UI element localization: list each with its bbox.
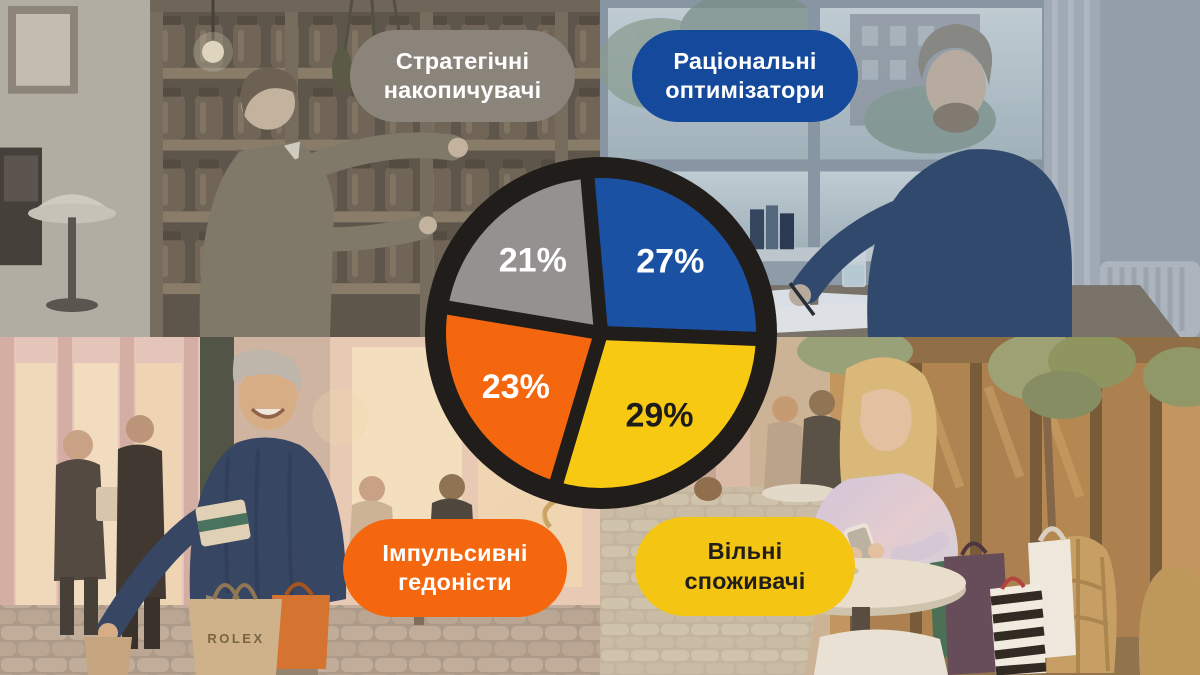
man-writing xyxy=(788,23,1072,337)
label-pill-impulsive-hedonists: Імпульсивні гедоністи xyxy=(343,519,567,617)
pie-slice-label: 21% xyxy=(499,241,567,279)
olive-trees xyxy=(797,337,1200,528)
pie-slice-3 xyxy=(434,164,608,340)
pill-line: Вільні xyxy=(707,538,783,565)
pill-line: оптимізатори xyxy=(665,77,825,103)
pill-line: накопичувачі xyxy=(383,77,542,103)
orange-bag xyxy=(272,582,330,669)
rolex-bag: ROLEX xyxy=(188,583,282,675)
white-skirt xyxy=(814,629,948,675)
books-on-sill xyxy=(750,205,794,250)
pill-line: Стратегічні xyxy=(395,47,530,74)
pie-slice-2 xyxy=(432,299,608,496)
label-pill-rational-optimizers: Раціональні оптимізатори xyxy=(632,30,858,122)
pie-slice-label: 23% xyxy=(482,368,550,406)
pill-line: гедоністи xyxy=(398,569,512,595)
pedestrian-woman xyxy=(54,430,122,635)
table-lamp xyxy=(28,194,116,313)
pill-line: споживачі xyxy=(684,567,806,594)
pie-chart: 27% 29% 23% 21% xyxy=(425,157,777,509)
pie-slice-1 xyxy=(547,326,770,502)
label-pill-strategic-hoarders: Стратегічні накопичувачі xyxy=(350,30,575,122)
hanging-bulb xyxy=(193,0,233,72)
rolex-bag-text: ROLEX xyxy=(207,631,264,646)
small-paper-bag xyxy=(84,637,132,675)
pie-slice-0 xyxy=(579,164,770,347)
man-with-bags: ROLEX xyxy=(84,349,347,675)
pill-line: Імпульсивні xyxy=(382,539,528,566)
pie-slice-label: 29% xyxy=(625,397,693,435)
gift-box xyxy=(195,499,251,547)
wall-frames xyxy=(0,5,78,266)
background-cafe-couple xyxy=(694,390,844,502)
pen xyxy=(788,282,816,317)
second-chair xyxy=(1138,567,1200,675)
striped-bag xyxy=(990,576,1047,675)
label-pill-free-consumers: Вільні споживачі xyxy=(635,517,855,616)
pie-slice-label: 27% xyxy=(636,242,704,280)
pill-line: Раціональні xyxy=(673,47,817,74)
woman-figure xyxy=(199,67,468,337)
